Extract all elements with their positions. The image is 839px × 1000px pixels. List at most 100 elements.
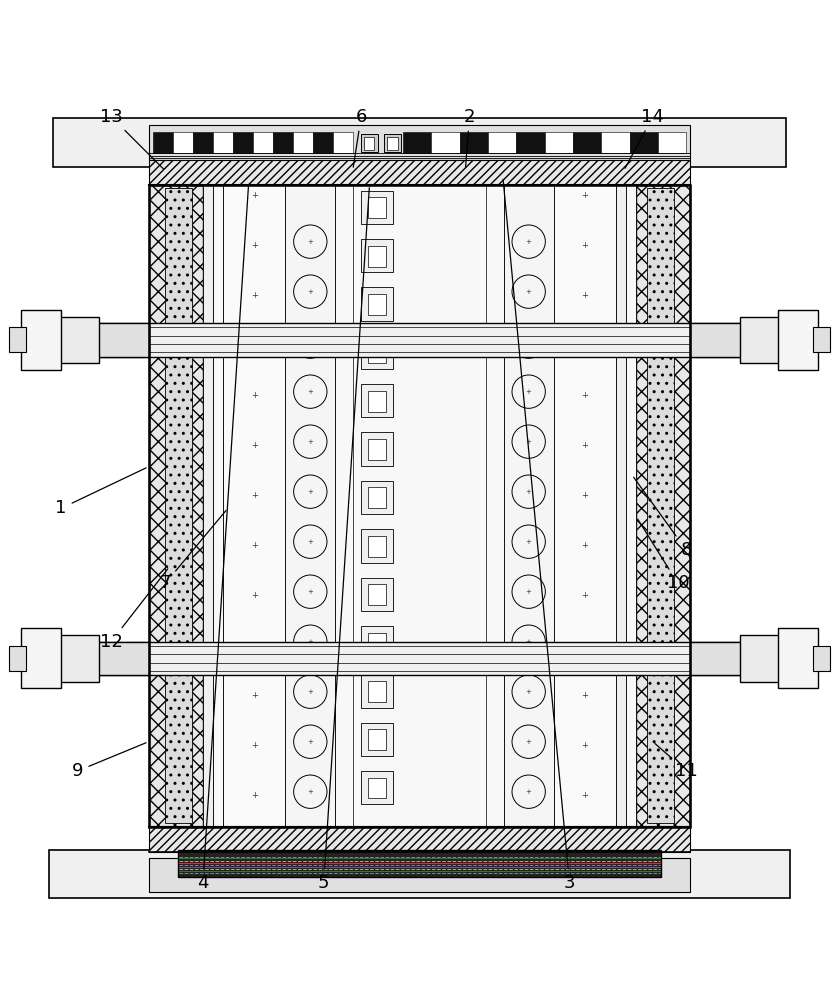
Text: +: + bbox=[307, 539, 313, 545]
Text: +: + bbox=[307, 339, 313, 345]
Bar bbox=[44, 317, 99, 363]
Text: 8: 8 bbox=[633, 477, 692, 559]
Bar bbox=[616, 185, 626, 827]
Bar bbox=[361, 578, 393, 611]
Bar bbox=[813, 646, 830, 671]
Bar bbox=[403, 132, 431, 153]
Text: 3: 3 bbox=[503, 179, 576, 892]
Text: +: + bbox=[526, 789, 532, 795]
Bar bbox=[86, 323, 149, 357]
Text: 4: 4 bbox=[197, 186, 248, 892]
Bar bbox=[367, 681, 386, 702]
Bar bbox=[361, 432, 393, 466]
Text: +: + bbox=[581, 741, 588, 750]
Bar bbox=[361, 134, 378, 152]
Text: +: + bbox=[307, 389, 313, 395]
Bar bbox=[86, 642, 149, 675]
Bar bbox=[363, 137, 374, 150]
Text: +: + bbox=[581, 291, 588, 300]
Bar bbox=[153, 132, 173, 153]
Bar bbox=[778, 310, 818, 370]
Text: +: + bbox=[526, 739, 532, 745]
Bar bbox=[629, 132, 658, 153]
Bar bbox=[285, 185, 336, 827]
Text: 6: 6 bbox=[353, 108, 367, 167]
Text: +: + bbox=[581, 791, 588, 800]
Bar bbox=[367, 246, 386, 267]
Text: 14: 14 bbox=[625, 108, 664, 168]
Text: 1: 1 bbox=[55, 468, 146, 517]
Text: +: + bbox=[307, 439, 313, 445]
Bar bbox=[367, 487, 386, 508]
Bar bbox=[778, 628, 818, 688]
Bar bbox=[53, 118, 786, 167]
Bar bbox=[149, 858, 690, 892]
Bar bbox=[361, 481, 393, 514]
Bar bbox=[626, 185, 636, 827]
Text: +: + bbox=[307, 689, 313, 695]
Text: +: + bbox=[251, 741, 258, 750]
Bar bbox=[554, 185, 616, 827]
Bar bbox=[361, 239, 393, 272]
Bar bbox=[149, 125, 690, 160]
Text: +: + bbox=[307, 789, 313, 795]
Text: +: + bbox=[251, 391, 258, 400]
Text: +: + bbox=[251, 641, 258, 650]
Text: +: + bbox=[251, 341, 258, 350]
Bar bbox=[740, 635, 795, 682]
Text: +: + bbox=[251, 241, 258, 250]
Bar bbox=[21, 628, 61, 688]
Bar bbox=[503, 185, 554, 827]
Bar bbox=[86, 642, 753, 675]
Bar bbox=[367, 633, 386, 653]
Bar bbox=[367, 294, 386, 315]
Bar bbox=[431, 132, 460, 153]
Text: 11: 11 bbox=[655, 744, 697, 780]
Bar bbox=[361, 336, 393, 369]
Bar bbox=[367, 584, 386, 605]
Text: +: + bbox=[251, 591, 258, 600]
Bar bbox=[203, 185, 213, 827]
Bar bbox=[173, 132, 193, 153]
Text: +: + bbox=[526, 489, 532, 495]
Bar bbox=[361, 626, 393, 659]
Bar bbox=[9, 646, 26, 671]
Bar bbox=[361, 674, 393, 708]
Bar bbox=[636, 185, 690, 827]
Bar bbox=[313, 132, 333, 153]
Bar bbox=[367, 439, 386, 460]
Text: +: + bbox=[307, 289, 313, 295]
Bar bbox=[149, 185, 203, 827]
Bar bbox=[21, 310, 61, 370]
Text: +: + bbox=[251, 541, 258, 550]
Bar bbox=[690, 642, 753, 675]
Bar bbox=[384, 134, 401, 152]
Bar bbox=[361, 723, 393, 756]
Text: 7: 7 bbox=[159, 510, 226, 592]
Bar bbox=[336, 185, 503, 827]
Bar bbox=[367, 342, 386, 363]
Bar bbox=[86, 323, 753, 357]
Bar bbox=[149, 160, 690, 185]
Bar bbox=[367, 536, 386, 557]
Text: +: + bbox=[526, 539, 532, 545]
Text: +: + bbox=[251, 691, 258, 700]
Bar bbox=[178, 850, 661, 877]
Bar bbox=[387, 137, 398, 150]
Text: 2: 2 bbox=[464, 108, 475, 167]
Text: +: + bbox=[581, 641, 588, 650]
Bar bbox=[253, 132, 273, 153]
Text: +: + bbox=[526, 389, 532, 395]
Text: +: + bbox=[251, 491, 258, 500]
Bar bbox=[273, 132, 293, 153]
Text: +: + bbox=[581, 691, 588, 700]
Text: +: + bbox=[251, 791, 258, 800]
Text: +: + bbox=[581, 491, 588, 500]
Bar bbox=[293, 132, 313, 153]
Bar bbox=[367, 197, 386, 218]
Text: +: + bbox=[526, 289, 532, 295]
Text: +: + bbox=[526, 689, 532, 695]
Text: 12: 12 bbox=[100, 569, 168, 651]
Text: +: + bbox=[581, 591, 588, 600]
Bar bbox=[573, 132, 602, 153]
